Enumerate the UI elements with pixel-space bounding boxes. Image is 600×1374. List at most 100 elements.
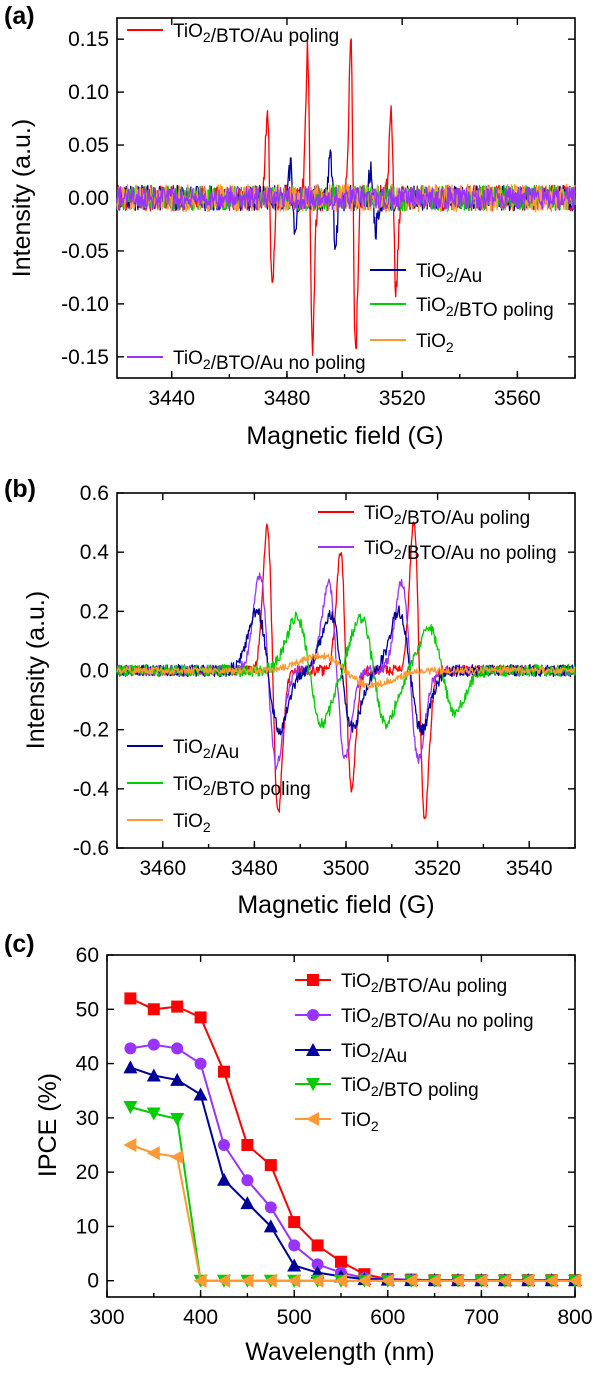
data-point-marker	[171, 1000, 184, 1013]
data-point-marker	[427, 1273, 441, 1288]
data-point-marker	[497, 1273, 511, 1288]
legend-label: TiO2	[173, 811, 211, 835]
data-point-marker	[306, 1112, 319, 1126]
x-tick-label: 3480	[231, 857, 278, 880]
data-point-marker	[335, 1255, 347, 1268]
data-point-marker	[263, 1219, 278, 1233]
data-point-marker	[170, 1149, 184, 1164]
x-tick-label: 3520	[414, 857, 461, 880]
series-line	[130, 1144, 575, 1282]
x-tick-label: 3520	[379, 387, 426, 410]
data-point-marker	[218, 1065, 230, 1078]
data-point-marker	[307, 1009, 319, 1021]
y-tick-label: -0.6	[73, 837, 109, 860]
series-trace	[116, 611, 576, 730]
data-point-marker	[123, 1060, 138, 1074]
y-tick-label: 0.4	[80, 541, 110, 564]
data-point-marker	[123, 1101, 138, 1114]
data-point-marker	[170, 1072, 185, 1086]
data-point-marker	[287, 1258, 302, 1272]
y-tick-label: -0.15	[61, 346, 109, 369]
x-tick-label: 500	[277, 1306, 312, 1329]
data-point-marker	[288, 1239, 301, 1252]
data-point-marker	[147, 1003, 160, 1016]
data-point-marker	[311, 1239, 324, 1252]
panel-c-label: (c)	[4, 930, 35, 958]
data-point-marker	[263, 1273, 277, 1288]
y-tick-label: 0.05	[68, 134, 109, 157]
data-point-marker	[357, 1273, 371, 1288]
legend-label: TiO2/BTO/Au no poling	[364, 538, 557, 564]
panel-b-xlabel: Magnetic field (G)	[237, 891, 434, 919]
x-tick-label: 300	[89, 1306, 124, 1329]
x-tick-label: 800	[557, 1306, 592, 1329]
legend-label: TiO2/BTO/Au poling	[364, 503, 530, 529]
data-point-marker	[218, 1139, 230, 1151]
legend-label: TiO2	[341, 1110, 379, 1134]
series-line	[130, 1106, 575, 1282]
data-point-marker	[147, 1038, 160, 1051]
y-tick-label: 50	[76, 998, 99, 1021]
data-point-marker	[124, 1042, 137, 1055]
data-point-marker	[451, 1273, 464, 1288]
data-point-marker	[568, 1273, 581, 1288]
data-point-marker	[241, 1139, 254, 1151]
x-tick-label: 3500	[323, 857, 370, 880]
panel-a-ylabel: Intensity (a.u.)	[8, 119, 36, 277]
panel-b-ylabel: Intensity (a.u.)	[22, 591, 50, 749]
legend-label: TiO2/Au	[341, 1041, 407, 1067]
y-tick-label: 0.00	[68, 187, 109, 210]
y-tick-label: 0.2	[80, 600, 109, 623]
x-tick-label: 600	[370, 1306, 405, 1329]
y-tick-label: 20	[76, 1161, 99, 1184]
data-point-marker	[193, 1087, 208, 1101]
data-point-marker	[146, 1107, 161, 1121]
legend-label: TiO2/BTO/Au poling	[173, 21, 339, 47]
legend-label: TiO2/Au	[416, 261, 482, 287]
legend-label: TiO2/BTO/Au no poling	[341, 1006, 534, 1032]
legend-label: TiO2/Au	[173, 737, 239, 763]
panel-c-xlabel: Wavelength (nm)	[245, 1338, 434, 1366]
data-point-marker	[194, 1011, 207, 1024]
data-point-marker	[240, 1273, 254, 1288]
data-point-marker	[123, 1138, 137, 1152]
panel-a-label: (a)	[4, 2, 35, 30]
y-tick-label: 0.15	[68, 28, 109, 51]
data-point-marker	[146, 1146, 160, 1161]
y-tick-label: 0	[87, 1270, 99, 1293]
data-point-marker	[334, 1273, 347, 1288]
y-tick-label: -0.2	[73, 719, 109, 742]
data-point-marker	[240, 1196, 255, 1210]
data-point-marker	[521, 1273, 535, 1288]
data-point-marker	[380, 1273, 394, 1288]
panel-b: (b) Magnetic field (G) Intensity (a.u.) …	[4, 475, 576, 919]
data-point-marker	[288, 1216, 301, 1229]
panel-a-xlabel: Magnetic field (G)	[246, 422, 443, 450]
series-trace	[116, 521, 576, 820]
data-point-marker	[311, 1258, 324, 1271]
data-point-marker	[124, 992, 137, 1005]
data-point-marker	[194, 1057, 207, 1070]
x-tick-label: 3440	[148, 387, 195, 410]
data-point-marker	[217, 1273, 230, 1288]
data-point-marker	[264, 1159, 277, 1172]
y-tick-label: 0.6	[80, 482, 109, 505]
legend-label: TiO2	[416, 331, 454, 355]
series-trace	[116, 183, 576, 213]
data-point-marker	[474, 1273, 488, 1288]
y-tick-label: -0.05	[61, 240, 109, 263]
data-point-marker	[193, 1273, 207, 1288]
legend-label: TiO2/BTO/Au no poling	[173, 348, 366, 374]
data-point-marker	[217, 1172, 231, 1186]
data-point-marker	[171, 1042, 184, 1055]
data-point-marker	[404, 1273, 418, 1288]
y-tick-label: 30	[76, 1107, 99, 1130]
data-point-marker	[310, 1273, 324, 1288]
data-point-marker	[287, 1273, 301, 1288]
y-tick-label: 40	[76, 1053, 99, 1076]
data-point-marker	[307, 974, 319, 986]
y-tick-label: 10	[76, 1215, 99, 1238]
x-tick-label: 3560	[494, 387, 541, 410]
x-tick-label: 400	[183, 1306, 218, 1329]
